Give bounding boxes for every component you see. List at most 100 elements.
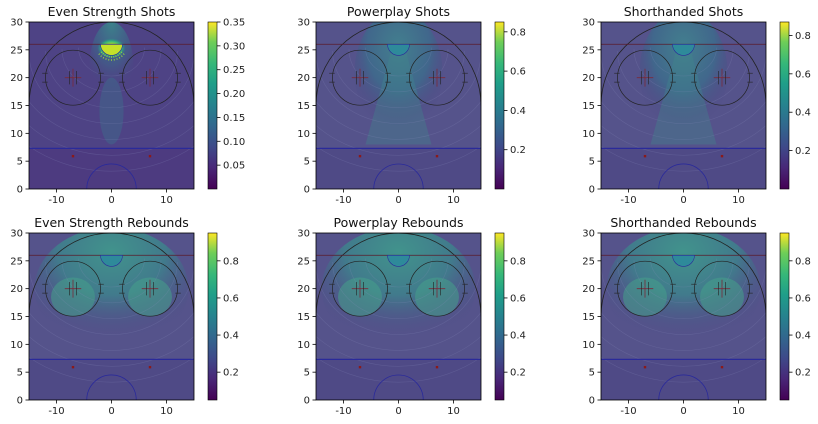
heatmap-area [316, 233, 481, 400]
heatmap-ring [45, 50, 178, 108]
heatmap-ring [365, 258, 432, 288]
colorbar-tick-label: 0.8 [510, 27, 526, 38]
colorbar [494, 21, 505, 190]
colorbar-tick-label: 0.4 [223, 331, 239, 342]
heatmap-slot-glow [639, 22, 728, 134]
rink-faceoff-circle-left [45, 260, 101, 317]
rink-goal-crease [672, 254, 695, 267]
colorbar-tick-label: 0.2 [510, 368, 526, 379]
heatmap-ring [61, 260, 162, 304]
heatmap-slot-glow [354, 22, 443, 134]
y-tick-label: 20 [582, 284, 595, 295]
rink-goal-crease [100, 254, 123, 267]
y-tick-label: 10 [297, 340, 310, 351]
colorbar-tick-label: 0.4 [795, 108, 811, 119]
rink-center-circle [658, 163, 709, 189]
heatmap-ring [601, 336, 766, 367]
heatmap-ring [365, 47, 432, 77]
rink-center-circle [373, 374, 424, 400]
rink-faceoff-circle-right [694, 260, 750, 317]
heatmap-rebound-glow [321, 233, 476, 350]
heatmap-slot-cone [365, 44, 432, 145]
colorbar-tick-label: 0.30 [223, 41, 245, 52]
y-tick-label: 10 [10, 129, 23, 140]
y-tick-label: 30 [10, 229, 23, 240]
y-tick-label: 25 [582, 256, 595, 267]
heatmap-ring [617, 261, 750, 319]
colorbar-tick-label: 0.4 [795, 331, 811, 342]
y-tick-label: 25 [297, 256, 310, 267]
rink-neutral-dot [643, 365, 647, 369]
heatmap-ring [633, 49, 734, 93]
y-tick-label: 15 [582, 101, 595, 112]
rink-faceoff-circle-left [332, 49, 388, 106]
colorbar-tick-label: 0.8 [795, 256, 811, 267]
y-tick-label: 0 [304, 396, 310, 407]
subplot-3: -10 0 10 0 5 10 15 20 25 30 Shorthanded Shots 0.2 0.… [582, 4, 811, 206]
colorbar-tick-label: 0.8 [510, 256, 526, 267]
y-tick-label: 20 [582, 73, 595, 84]
colorbar-tick-label: 0.2 [223, 368, 239, 379]
heatmap-ring [78, 47, 145, 77]
colorbar [779, 232, 790, 401]
x-tick-label: 10 [732, 195, 745, 206]
colorbar-tick-label: 0.6 [510, 293, 526, 304]
y-tick-label: 20 [297, 284, 310, 295]
y-tick-label: 25 [10, 45, 23, 56]
subplot-1: -10 0 10 0 5 10 15 20 25 30 Even Strength Shots 0.0… [10, 4, 245, 206]
y-tick-label: 0 [304, 185, 310, 196]
x-tick-label: -10 [620, 195, 636, 206]
rink-neutral-dot [71, 154, 75, 158]
colorbar-tick-label: 0.2 [795, 146, 811, 157]
rink-center-circle [86, 374, 137, 400]
heatmap-ring [29, 145, 194, 172]
rink-center-circle [658, 374, 709, 400]
y-tick-label: 25 [297, 45, 310, 56]
x-tick-label: -10 [48, 406, 64, 417]
subplot-title: Powerplay Shots [347, 4, 450, 19]
heatmap-ring [29, 336, 194, 367]
subplot-5: -10 0 10 0 5 10 15 20 25 30 Powerplay Rebounds 0.2 0… [297, 215, 526, 417]
y-tick-label: 20 [10, 284, 23, 295]
x-tick-label: 10 [160, 195, 173, 206]
heatmap-area [29, 22, 194, 189]
colorbar-tick-label: 0.4 [510, 331, 526, 342]
heatmap-area [316, 22, 481, 189]
heatmap-ring [650, 258, 717, 288]
heatmap-ring [601, 311, 766, 351]
y-tick-label: 0 [17, 185, 23, 196]
heatmap-ring [332, 261, 465, 319]
heatmap-ring [348, 260, 449, 304]
heatmap-ring [316, 145, 481, 172]
heatmap-ring [617, 50, 750, 108]
y-tick-label: 10 [297, 129, 310, 140]
y-tick-label: 0 [17, 396, 23, 407]
subplot-title: Shorthanded Shots [624, 4, 744, 19]
rink-goal-crease [100, 43, 123, 56]
y-tick-label: 15 [10, 312, 23, 323]
rink-neutral-dot [148, 154, 152, 158]
colorbar-tick-label: 0.25 [223, 65, 245, 76]
y-tick-label: 5 [17, 157, 23, 168]
heatmap-ring [332, 50, 465, 108]
heatmap-ring [316, 356, 481, 383]
rink-neutral-dot [720, 365, 724, 369]
y-tick-label: 30 [297, 18, 310, 29]
heatmap-ring [29, 311, 194, 351]
colorbar [779, 21, 790, 190]
rink-neutral-dot [358, 154, 362, 158]
rink-faceoff-circle-right [122, 49, 178, 106]
heatmap-rebound-glow [606, 233, 761, 350]
heatmap-rebound-glow [34, 233, 189, 350]
heatmap-ring [348, 49, 449, 93]
heatmap-ring [29, 356, 194, 383]
colorbar-tick-label: 0.05 [223, 161, 245, 172]
y-tick-label: 25 [10, 256, 23, 267]
colorbar-tick-label: 0.6 [510, 67, 526, 78]
heatmap-ring [29, 100, 194, 140]
y-tick-label: 30 [10, 18, 23, 29]
y-tick-label: 5 [589, 157, 595, 168]
rink-faceoff-circle-right [694, 49, 750, 106]
heatmap-ring [29, 263, 194, 335]
